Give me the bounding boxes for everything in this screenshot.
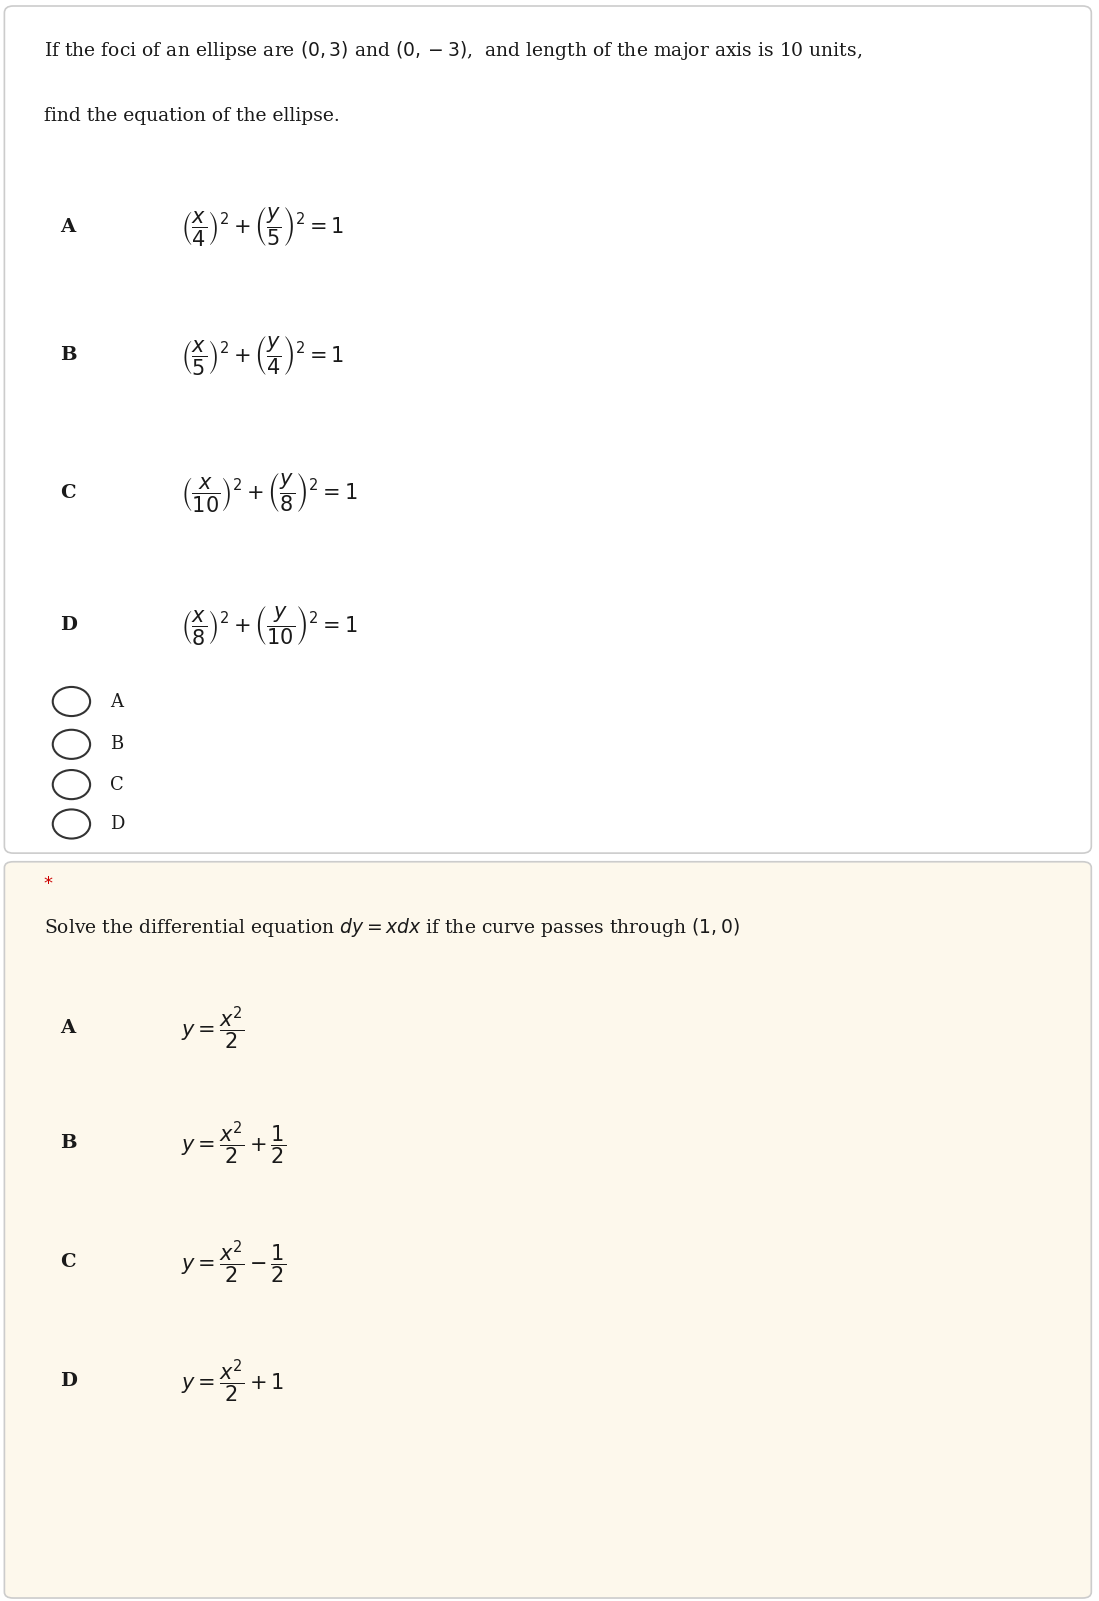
Text: C: C	[110, 775, 124, 794]
Text: D: D	[110, 815, 124, 833]
FancyBboxPatch shape	[4, 861, 1091, 1598]
Text: $y=\dfrac{x^2}{2}+\dfrac{1}{2}$: $y=\dfrac{x^2}{2}+\dfrac{1}{2}$	[181, 1119, 287, 1167]
Text: Solve the differential equation $dy=xdx$ if the curve passes through $(1,0)$: Solve the differential equation $dy=xdx$…	[44, 916, 740, 940]
Text: $\left(\dfrac{x}{4}\right)^{2}+\left(\dfrac{y}{5}\right)^{2}=1$: $\left(\dfrac{x}{4}\right)^{2}+\left(\df…	[181, 205, 344, 248]
Text: $\left(\dfrac{x}{5}\right)^{2}+\left(\dfrac{y}{4}\right)^{2}=1$: $\left(\dfrac{x}{5}\right)^{2}+\left(\df…	[181, 335, 344, 376]
Text: $y=\dfrac{x^2}{2}-\dfrac{1}{2}$: $y=\dfrac{x^2}{2}-\dfrac{1}{2}$	[181, 1239, 287, 1286]
Text: If the foci of an ellipse are $(0,3)$ and $(0,-3)$,  and length of the major axi: If the foci of an ellipse are $(0,3)$ an…	[44, 38, 863, 61]
Text: B: B	[60, 346, 77, 365]
Text: $y=\dfrac{x^2}{2}$: $y=\dfrac{x^2}{2}$	[181, 1004, 245, 1052]
Text: $\left(\dfrac{x}{10}\right)^{2}+\left(\dfrac{y}{8}\right)^{2}=1$: $\left(\dfrac{x}{10}\right)^{2}+\left(\d…	[181, 471, 358, 514]
Text: C: C	[60, 1254, 76, 1271]
Text: $y=\dfrac{x^2}{2}+1$: $y=\dfrac{x^2}{2}+1$	[181, 1358, 285, 1406]
FancyBboxPatch shape	[4, 6, 1091, 853]
Text: find the equation of the ellipse.: find the equation of the ellipse.	[44, 107, 340, 125]
Text: *: *	[44, 876, 53, 893]
Text: A: A	[60, 218, 76, 235]
Text: $\left(\dfrac{x}{8}\right)^{2}+\left(\dfrac{y}{10}\right)^{2}=1$: $\left(\dfrac{x}{8}\right)^{2}+\left(\df…	[181, 604, 358, 647]
Text: A: A	[110, 693, 123, 711]
Text: D: D	[60, 616, 77, 634]
Text: D: D	[60, 1372, 77, 1390]
Text: C: C	[60, 484, 76, 501]
Text: B: B	[60, 1134, 77, 1153]
Text: B: B	[110, 735, 123, 754]
Text: A: A	[60, 1018, 76, 1037]
